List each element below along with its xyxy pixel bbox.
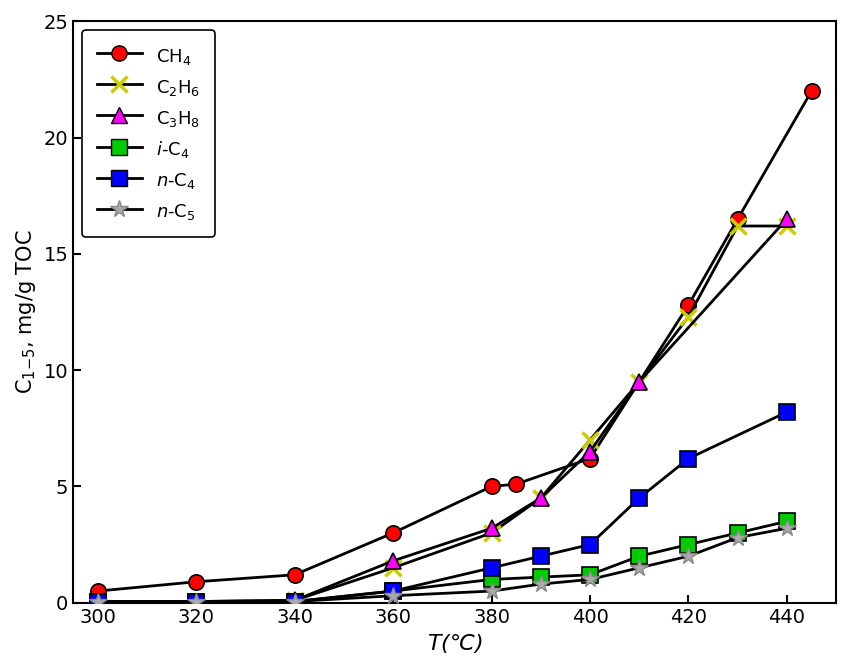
- X-axis label: $T$(℃): $T$(℃): [427, 632, 483, 655]
- Y-axis label: C$_{1\mathrm{-}5}$, mg/g TOC: C$_{1\mathrm{-}5}$, mg/g TOC: [14, 229, 38, 394]
- Legend: CH$_4$, C$_2$H$_6$, C$_3$H$_8$, $i$-C$_4$, $n$-C$_4$, $n$-C$_5$: CH$_4$, C$_2$H$_6$, C$_3$H$_8$, $i$-C$_4…: [82, 30, 215, 237]
